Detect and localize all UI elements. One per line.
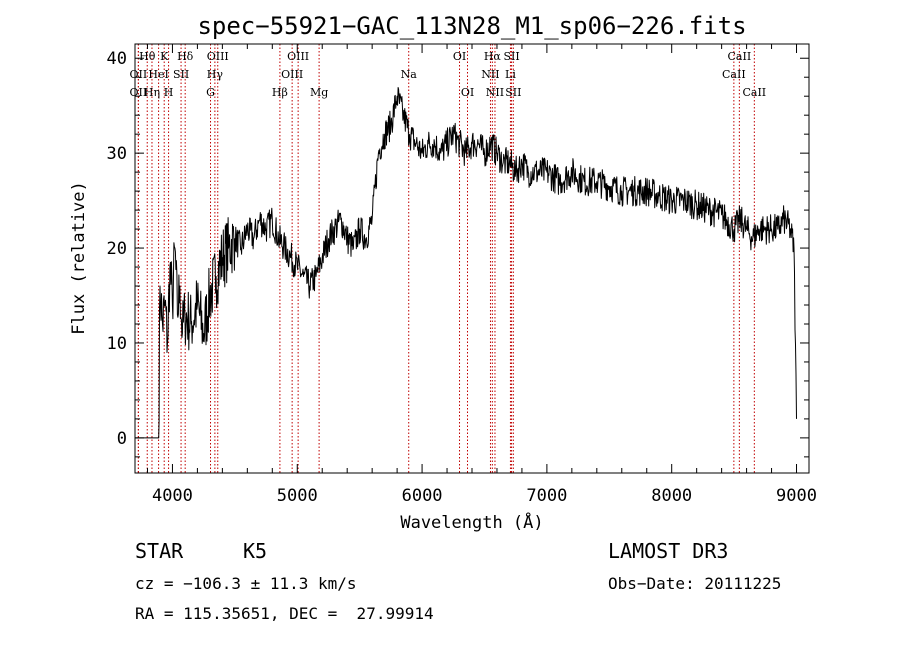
spectral-line-label: G <box>206 86 215 99</box>
spectral-line-label: CaII <box>728 50 752 63</box>
y-tick-label: 0 <box>117 429 127 449</box>
x-tick-label: 9000 <box>776 486 817 506</box>
spectral-line-label: Na <box>401 68 418 81</box>
spectral-line-label: Hα <box>484 50 502 63</box>
spectral-line-label: Hθ <box>139 50 156 63</box>
y-tick-label: 20 <box>107 239 127 259</box>
spectral-line-label: OIII <box>281 68 303 81</box>
y-tick-label: 40 <box>107 49 127 69</box>
spectral-line-label: OII <box>130 86 148 99</box>
spectral-line-label: Hγ <box>207 68 224 81</box>
spectral-line-label: SII <box>173 68 189 81</box>
plot-frame <box>134 43 810 474</box>
spectral-line-label: Hδ <box>177 50 194 63</box>
spectral-line-label: OI <box>453 50 466 63</box>
spectral-line-label: CaII <box>742 86 766 99</box>
flux-series-line <box>135 87 797 439</box>
x-tick-label: 6000 <box>402 486 443 506</box>
spectral-line-label: Mg <box>310 86 328 99</box>
spectral-line-label: H <box>164 86 174 99</box>
spectral-line-label: K <box>160 50 169 63</box>
y-tick-label: 10 <box>107 334 127 354</box>
spectral-line-label: NII <box>486 86 504 99</box>
spectral-line-label: HeI <box>148 68 168 81</box>
coordinates: RA = 115.35651, DEC = 27.99914 <box>135 604 434 623</box>
spectral-line-label: Hβ <box>272 86 288 99</box>
y-axis-label: Flux (relative) <box>69 181 89 335</box>
spectral-line-label: SII <box>505 86 521 99</box>
x-axis-label: Wavelength (Å) <box>400 511 543 533</box>
spectral-line-label: Li <box>505 68 516 81</box>
x-tick-label: 7000 <box>526 486 567 506</box>
x-tick-label: 4000 <box>152 486 193 506</box>
spectral-line-label: OIII <box>287 50 309 63</box>
spectral-line-label: SII <box>503 50 519 63</box>
x-tick-label: 8000 <box>651 486 692 506</box>
survey-label: LAMOST DR3 <box>608 539 729 563</box>
spectral-line-label: OII <box>130 68 148 81</box>
subclass-label: K5 <box>243 539 268 563</box>
x-axis: 4000 5000 6000 7000 8000 9000 <box>146 44 817 506</box>
x-tick-label: 5000 <box>277 486 318 506</box>
observation-date: Obs−Date: 20111225 <box>608 574 782 593</box>
spectral-line-label: Hη <box>144 86 160 99</box>
chart-title: spec−55921−GAC_113N28_M1_sp06−226.fits <box>197 12 746 40</box>
spectral-line-label: CaII <box>722 68 746 81</box>
y-axis: 0 10 20 30 40 <box>107 49 809 458</box>
class-label: STAR <box>135 539 184 563</box>
y-tick-label: 30 <box>107 144 127 164</box>
spectral-line-label: OIII <box>207 50 229 63</box>
spectral-line-label: OI <box>461 86 474 99</box>
redshift-velocity: cz = −106.3 ± 11.3 km/s <box>135 574 357 593</box>
spectral-line-label: NII <box>481 68 499 81</box>
